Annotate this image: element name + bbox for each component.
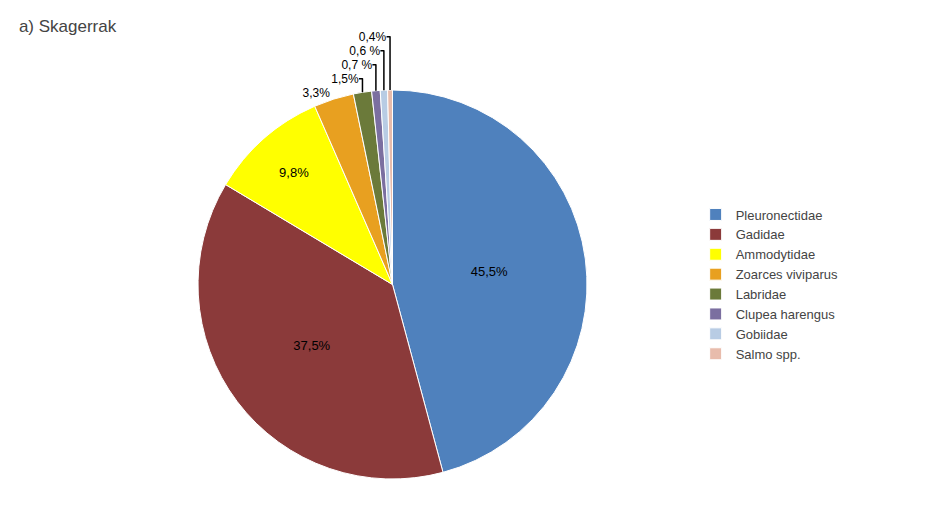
svg-text:Clupea harengus: Clupea harengus	[736, 307, 836, 322]
svg-text:9,8%: 9,8%	[279, 165, 309, 180]
svg-text:Salmo spp.: Salmo spp.	[736, 347, 801, 362]
svg-text:Ammodytidae: Ammodytidae	[736, 247, 815, 262]
svg-text:Labridae: Labridae	[736, 287, 787, 302]
svg-text:45,5%: 45,5%	[471, 264, 508, 279]
svg-text:Zoarces viviparus: Zoarces viviparus	[736, 267, 838, 282]
svg-text:a) Skagerrak: a) Skagerrak	[19, 17, 117, 36]
svg-text:37,5%: 37,5%	[293, 338, 330, 353]
svg-text:0,7 %: 0,7 %	[341, 58, 372, 72]
svg-text:Pleuronectidae: Pleuronectidae	[736, 208, 823, 223]
svg-text:0,4%: 0,4%	[359, 30, 387, 44]
svg-text:3,3%: 3,3%	[303, 86, 331, 100]
svg-text:Gobiidae: Gobiidae	[736, 327, 788, 342]
svg-text:Gadidae: Gadidae	[736, 227, 785, 242]
svg-text:0,6 %: 0,6 %	[349, 44, 380, 58]
svg-text:1,5%: 1,5%	[331, 72, 359, 86]
